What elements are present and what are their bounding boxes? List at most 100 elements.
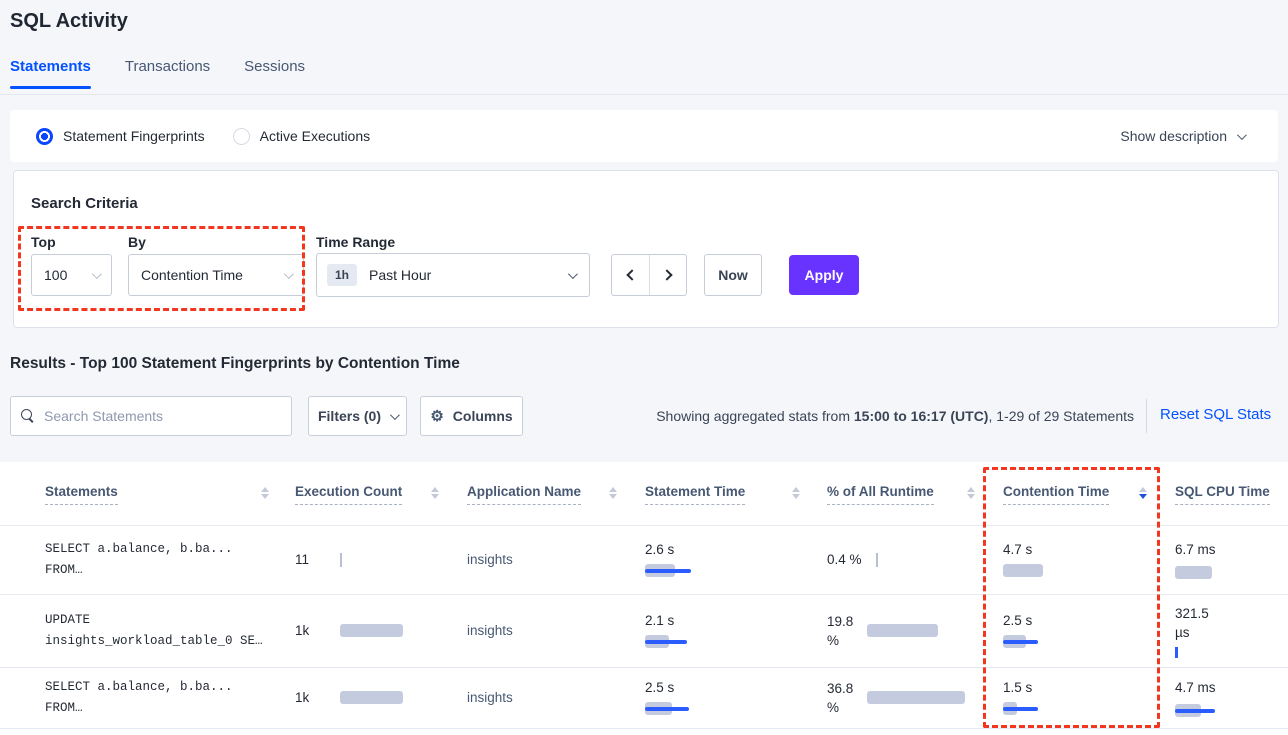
statement-time-cell: 2.1 s — [645, 594, 795, 667]
time-range-label: Time Range — [316, 234, 396, 250]
sort-icon[interactable] — [792, 487, 800, 499]
execution-count-cell: 1k — [295, 667, 440, 728]
execution-count-cell: 1k — [295, 594, 440, 667]
contention-time-cell: 4.7 s — [1003, 525, 1148, 594]
tab-separator — [0, 94, 1288, 95]
by-field-label: By — [128, 234, 146, 250]
sort-icon[interactable] — [261, 487, 269, 499]
time-range-badge: 1h — [327, 264, 358, 286]
sort-icon-active-desc[interactable] — [1139, 487, 1147, 499]
sql-cpu-time-bar — [1175, 704, 1280, 717]
application-name-cell: insights — [467, 623, 513, 638]
search-criteria-panel: Search Criteria Top 100 By Contention Ti… — [13, 170, 1279, 328]
chevron-down-icon — [283, 268, 294, 279]
chevron-left-icon — [626, 269, 638, 281]
pct-runtime-bar — [867, 624, 977, 637]
search-criteria-title: Search Criteria — [31, 195, 138, 212]
statement-time-bar — [645, 564, 795, 577]
contention-time-cell: 2.5 s — [1003, 594, 1148, 667]
results-heading: Results - Top 100 Statement Fingerprints… — [10, 355, 460, 372]
table-row: SELECT a.balance, b.ba... FROM… 1k insig… — [0, 667, 1288, 728]
sql-cpu-time-cell: 321.5 µs — [1175, 594, 1280, 667]
time-range-select[interactable]: 1h Past Hour — [316, 253, 590, 297]
row-divider — [0, 728, 1288, 729]
statement-time-cell: 2.6 s — [645, 525, 795, 594]
reset-sql-stats-link[interactable]: Reset SQL Stats — [1160, 406, 1272, 423]
col-header-application-name[interactable]: Application Name — [467, 484, 617, 505]
radio-active-executions[interactable]: Active Executions — [232, 127, 370, 145]
sort-icon[interactable] — [431, 487, 439, 499]
execution-count-bar — [340, 624, 440, 637]
statement-link[interactable]: SELECT a.balance, b.ba... FROM… — [45, 679, 233, 715]
row-divider — [0, 525, 1288, 526]
chevron-right-icon — [660, 269, 673, 281]
application-name-cell: insights — [467, 552, 513, 567]
top-select[interactable]: 100 — [31, 254, 112, 296]
now-button[interactable]: Now — [704, 254, 762, 296]
chevron-down-icon — [567, 268, 578, 279]
sort-icon[interactable] — [967, 487, 975, 499]
application-name-cell: insights — [467, 690, 513, 705]
by-select[interactable]: Contention Time — [128, 254, 304, 296]
statement-time-bar — [645, 635, 795, 648]
sql-cpu-time-bar — [1175, 645, 1280, 658]
chevron-down-icon — [91, 268, 102, 279]
row-divider — [0, 594, 1288, 595]
search-input[interactable] — [44, 408, 281, 424]
apply-button[interactable]: Apply — [789, 255, 859, 295]
view-mode-card: Statement Fingerprints Active Executions… — [10, 110, 1278, 162]
statements-table: Statements Execution Count Application N… — [0, 462, 1288, 735]
page-title: SQL Activity — [10, 10, 128, 32]
table-row: SELECT a.balance, b.ba... FROM… 11 insig… — [0, 525, 1288, 594]
sql-cpu-time-bar — [1175, 566, 1280, 579]
contention-time-bar — [1003, 564, 1148, 577]
tab-transactions[interactable]: Transactions — [124, 58, 211, 75]
sql-cpu-time-cell: 4.7 ms — [1175, 667, 1280, 728]
filters-button[interactable]: Filters (0) — [308, 396, 407, 436]
col-header-contention-time[interactable]: Contention Time — [1003, 484, 1147, 505]
prev-time-button[interactable] — [612, 255, 649, 295]
pct-runtime-cell: 0.4 % — [827, 525, 977, 594]
top-field-label: Top — [31, 234, 56, 250]
col-header-pct-runtime[interactable]: % of All Runtime — [827, 484, 975, 505]
statement-time-bar — [645, 702, 795, 715]
execution-count-bar — [340, 691, 440, 704]
chevron-down-icon — [1236, 129, 1247, 140]
radio-unselected-icon[interactable] — [232, 127, 250, 145]
col-header-execution-count[interactable]: Execution Count — [295, 484, 439, 505]
search-statements-field[interactable] — [10, 396, 292, 436]
time-range-nav — [611, 254, 687, 296]
contention-time-bar — [1003, 635, 1148, 648]
pct-runtime-cell: 19.8% — [827, 594, 977, 667]
radio-selected-icon[interactable] — [36, 127, 53, 145]
col-header-statement-time[interactable]: Statement Time — [645, 484, 800, 505]
execution-count-cell: 11 — [295, 525, 440, 594]
tab-sessions[interactable]: Sessions — [244, 58, 306, 75]
sort-icon[interactable] — [609, 487, 617, 499]
columns-button[interactable]: ⚙ Columns — [420, 396, 523, 436]
col-header-sql-cpu-time[interactable]: SQL CPU Time — [1175, 484, 1283, 505]
showing-stats-text: Showing aggregated stats from 15:00 to 1… — [656, 408, 1134, 424]
chevron-down-icon — [389, 409, 400, 420]
pct-runtime-bar — [867, 691, 977, 704]
next-time-button[interactable] — [649, 255, 686, 295]
show-description-toggle[interactable]: Show description — [1120, 128, 1247, 144]
search-icon — [21, 409, 35, 423]
toolbar-divider — [1146, 399, 1147, 433]
row-divider — [0, 667, 1288, 668]
col-header-statements[interactable]: Statements — [45, 484, 269, 505]
contention-time-bar — [1003, 702, 1148, 715]
pct-runtime-cell: 36.8% — [827, 667, 977, 728]
execution-count-bar — [340, 553, 440, 567]
radio-statement-fingerprints[interactable]: Statement Fingerprints — [36, 127, 205, 145]
tab-statements[interactable]: Statements — [10, 58, 91, 89]
gear-icon: ⚙ — [430, 407, 444, 425]
statement-link[interactable]: UPDATE insights_workload_table_0 SE… — [45, 612, 263, 648]
pct-runtime-bar — [875, 553, 977, 567]
statement-link[interactable]: SELECT a.balance, b.ba... FROM… — [45, 541, 233, 577]
contention-time-cell: 1.5 s — [1003, 667, 1148, 728]
tab-bar: Statements Transactions Sessions — [10, 58, 305, 89]
table-row: UPDATE insights_workload_table_0 SE… 1k … — [0, 594, 1288, 667]
statement-time-cell: 2.5 s — [645, 667, 795, 728]
